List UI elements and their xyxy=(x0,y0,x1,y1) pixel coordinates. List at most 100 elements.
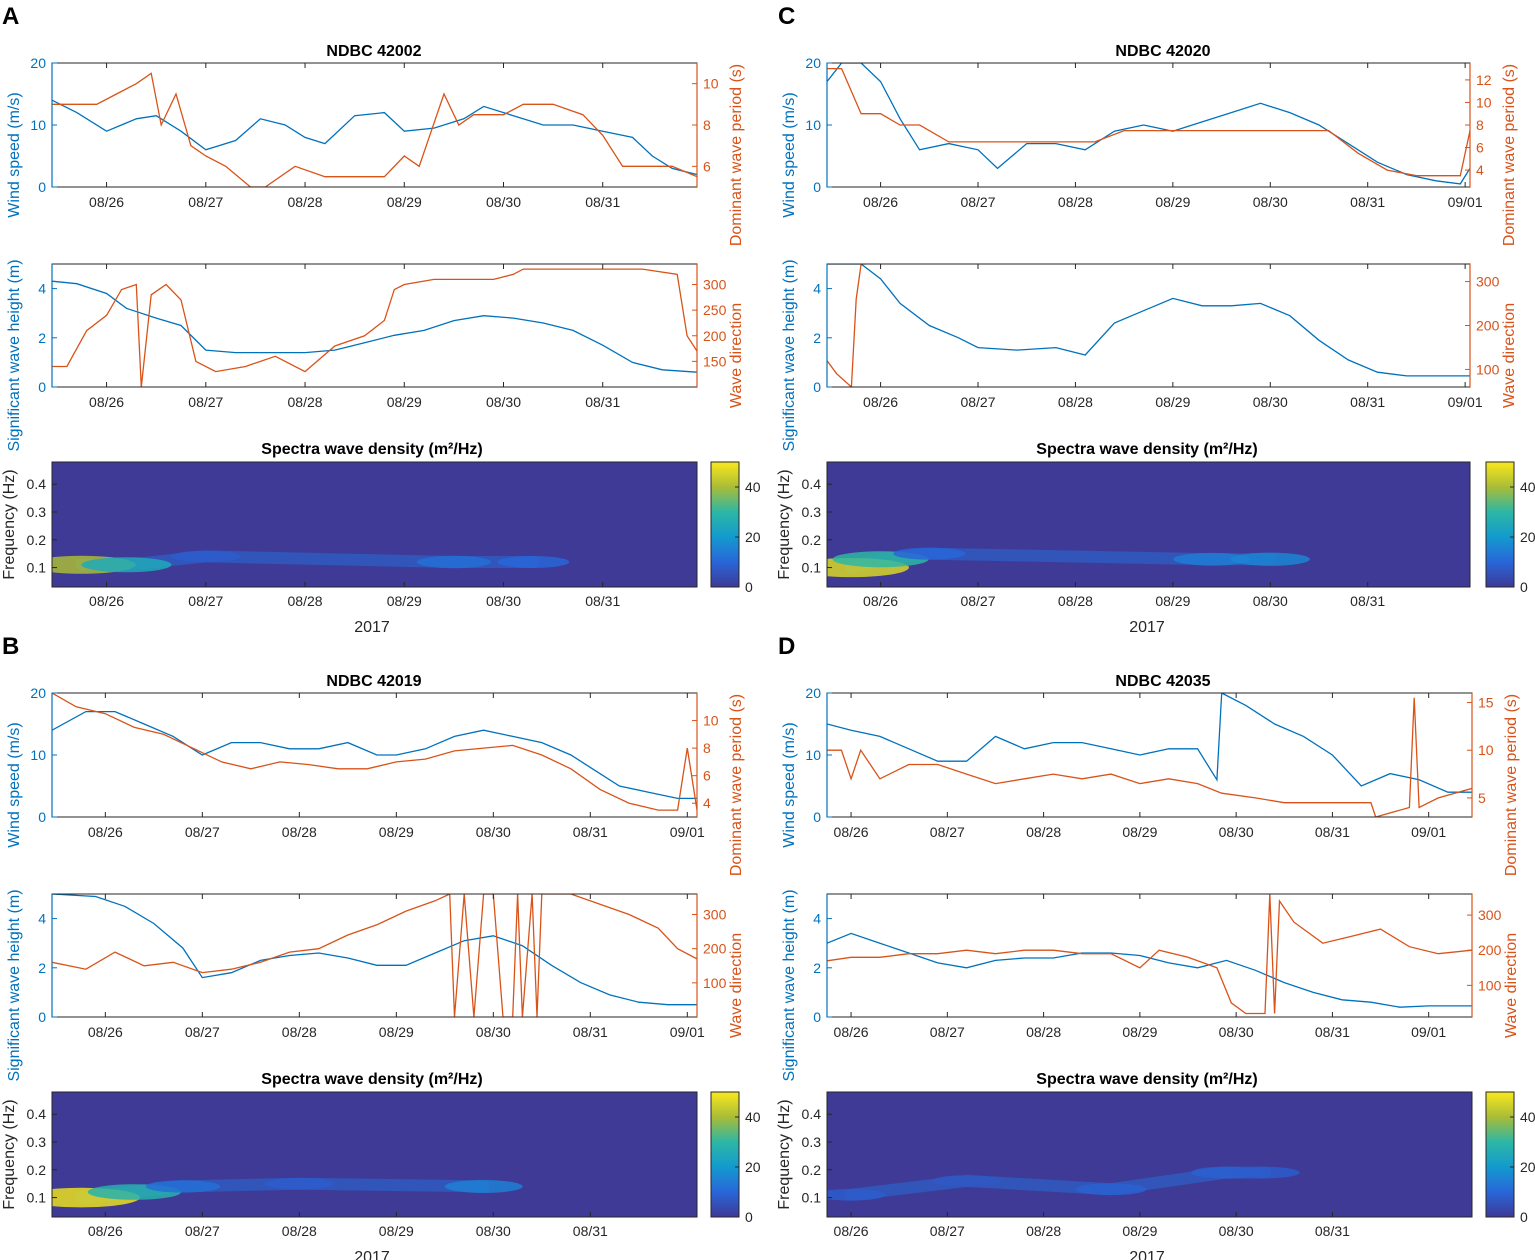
station-title: NDBC 42020 xyxy=(1115,43,1210,60)
colorbar-tick-label: 20 xyxy=(745,529,761,545)
wind-right-tick-label: 10 xyxy=(1478,742,1494,758)
spectra-energy-cell xyxy=(416,555,492,569)
spectra-y-tick-label: 0.2 xyxy=(802,1162,822,1178)
wave-right-tick-label: 250 xyxy=(703,302,727,318)
wind-axes-box xyxy=(51,62,698,188)
spectra-x-tick-label: 08/27 xyxy=(930,1223,965,1239)
spectra-energy-cell xyxy=(1230,1166,1300,1179)
station-title: NDBC 42035 xyxy=(1115,673,1210,690)
colorbar-tick-label: 20 xyxy=(1520,1159,1535,1175)
wind-right-tick-label: 5 xyxy=(1478,790,1486,806)
wave-series-left xyxy=(52,280,697,373)
wind-right-tick-label: 6 xyxy=(1476,140,1484,156)
spectra-x-tick-label: 08/28 xyxy=(1026,1223,1061,1239)
wind-left-tick-label: 20 xyxy=(805,685,821,701)
colorbar xyxy=(1485,1091,1515,1218)
spectra-y-tick-label: 0.4 xyxy=(27,1106,47,1122)
colorbar-tick-label: 20 xyxy=(1520,529,1535,545)
wave-x-tick-label: 08/30 xyxy=(1219,1024,1254,1040)
wind-left-tick-label: 20 xyxy=(805,55,821,71)
wave-x-tick-label: 08/28 xyxy=(288,394,323,410)
spectra-energy-cell xyxy=(145,1180,221,1193)
wind-x-tick-label: 08/26 xyxy=(834,824,869,840)
spectra-y-tick-label: 0.3 xyxy=(27,1134,47,1150)
wave-left-tick-label: 2 xyxy=(38,330,46,346)
wind-x-tick-label: 08/28 xyxy=(282,824,317,840)
wave-x-tick-label: 08/28 xyxy=(282,1024,317,1040)
spectra-background xyxy=(827,462,1470,587)
wind-x-tick-label: 08/31 xyxy=(573,824,608,840)
wind-left-axis-label: Wind speed (m/s) xyxy=(781,92,798,217)
spectra-title: Spectra wave density (m²/Hz) xyxy=(261,441,482,458)
wave-right-tick-label: 300 xyxy=(1478,907,1502,923)
wind-x-tick-label: 08/29 xyxy=(379,824,414,840)
spectra-y-tick-label: 0.4 xyxy=(802,1106,822,1122)
wave-right-tick-label: 100 xyxy=(703,975,727,991)
wind-x-tick-label: 08/27 xyxy=(960,194,995,210)
panel-letter: A xyxy=(2,3,19,30)
wave-x-tick-label: 09/01 xyxy=(670,1024,705,1040)
wind-series-right xyxy=(52,72,697,187)
wave-right-tick-label: 100 xyxy=(1478,977,1502,993)
spectra-y-tick-label: 0.4 xyxy=(802,476,822,492)
spectra-energy-cell xyxy=(1230,552,1310,566)
colorbar-tick-label: 0 xyxy=(1520,579,1528,595)
spectra-y-axis-label: Frequency (Hz) xyxy=(1,469,18,579)
wind-left-tick-label: 0 xyxy=(813,809,821,825)
spectra-x-tick-label: 08/30 xyxy=(1253,593,1288,609)
spectra-x-tick-label: 08/28 xyxy=(282,1223,317,1239)
wind-x-tick-label: 08/28 xyxy=(1026,824,1061,840)
spectra-y-tick-label: 0.2 xyxy=(27,532,47,548)
wind-right-tick-label: 8 xyxy=(703,117,711,133)
spectra-x-tick-label: 08/29 xyxy=(1155,593,1190,609)
wind-right-tick-label: 10 xyxy=(703,76,719,92)
wind-left-axis-label: Wind speed (m/s) xyxy=(781,722,798,847)
spectra-title: Spectra wave density (m²/Hz) xyxy=(261,1071,482,1088)
wind-x-tick-label: 08/31 xyxy=(1315,824,1350,840)
wave-x-tick-label: 08/29 xyxy=(387,394,422,410)
colorbar-tick-label: 0 xyxy=(1520,1209,1528,1225)
wave-left-tick-label: 4 xyxy=(813,281,821,297)
wind-right-tick-label: 8 xyxy=(1476,117,1484,133)
wind-right-tick-label: 10 xyxy=(1476,94,1492,110)
spectra-x-tick-label: 08/29 xyxy=(1122,1223,1157,1239)
wind-x-tick-label: 08/26 xyxy=(88,824,123,840)
wind-right-axis-label: Dominant wave period (s) xyxy=(728,64,745,246)
wave-x-tick-label: 08/30 xyxy=(486,394,521,410)
wave-series-left xyxy=(827,264,1470,377)
spectra-axes-box xyxy=(51,1091,698,1218)
spectra-x-tick-label: 08/29 xyxy=(387,593,422,609)
wave-x-tick-label: 08/26 xyxy=(88,1024,123,1040)
wave-x-tick-label: 08/27 xyxy=(960,394,995,410)
colorbar-tick-label: 40 xyxy=(1520,479,1535,495)
wave-left-tick-label: 2 xyxy=(813,330,821,346)
wave-x-tick-label: 09/01 xyxy=(1411,1024,1446,1040)
wave-right-tick-label: 150 xyxy=(703,353,727,369)
wave-left-tick-label: 4 xyxy=(38,281,46,297)
spectra-x-tick-label: 08/31 xyxy=(1350,593,1385,609)
wave-series-left xyxy=(52,894,697,1006)
station-title: NDBC 42002 xyxy=(326,43,421,60)
wind-x-tick-label: 08/28 xyxy=(1058,194,1093,210)
wave-x-tick-label: 08/31 xyxy=(585,394,620,410)
spectra-axes-box xyxy=(826,1091,1473,1218)
colorbar-tick-label: 40 xyxy=(745,479,761,495)
colorbar-tick-label: 0 xyxy=(745,1209,753,1225)
wave-left-tick-label: 2 xyxy=(38,960,46,976)
wave-axes-box xyxy=(826,893,1473,1018)
spectra-y-tick-label: 0.2 xyxy=(802,532,822,548)
wind-left-tick-label: 0 xyxy=(38,179,46,195)
wave-series-right xyxy=(52,268,697,387)
wind-x-tick-label: 09/01 xyxy=(1448,194,1483,210)
wind-left-tick-label: 0 xyxy=(813,179,821,195)
year-label: 2017 xyxy=(354,1249,390,1260)
wind-right-tick-label: 12 xyxy=(1476,72,1492,88)
wind-series-left xyxy=(52,710,697,800)
wave-left-tick-label: 0 xyxy=(813,1009,821,1025)
wind-right-tick-label: 15 xyxy=(1478,695,1494,711)
wave-x-tick-label: 08/26 xyxy=(863,394,898,410)
wind-x-tick-label: 08/27 xyxy=(188,194,223,210)
wave-left-axis-label: Significant wave height (m) xyxy=(6,259,23,451)
